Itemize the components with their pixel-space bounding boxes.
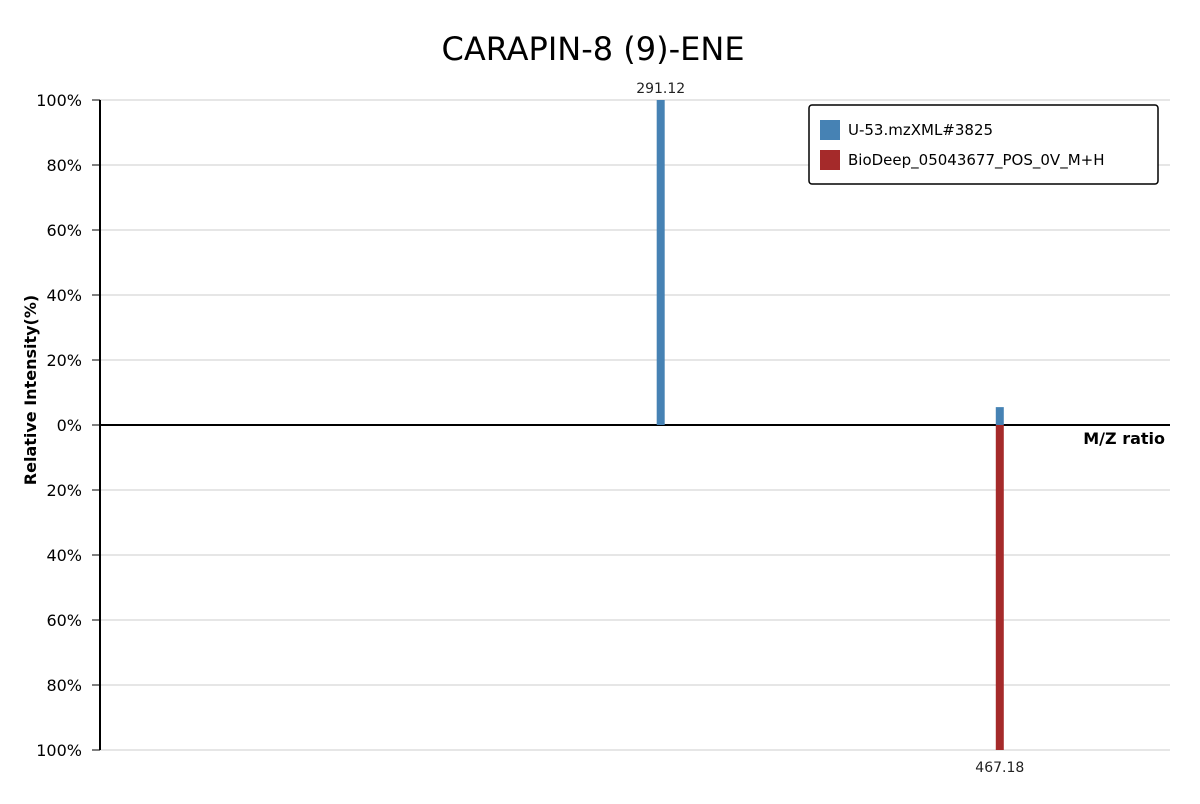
spectrum-peaks (656, 100, 1004, 750)
legend-label: U-53.mzXML#3825 (848, 121, 993, 139)
legend-swatch (820, 120, 840, 140)
legend-swatch (820, 150, 840, 170)
y-tick-label: 60% (46, 611, 82, 630)
grid-lines (100, 99, 1170, 751)
y-tick-labels: 100% 80% 60% 40% 20% 0% 20% 40% 60% 80% 100% (36, 91, 82, 760)
y-tick-label: 80% (46, 156, 82, 175)
y-axis-title: Relative Intensity(%) (21, 295, 40, 485)
y-tick-label: 20% (46, 351, 82, 370)
y-tick-label: 100% (36, 91, 82, 110)
y-tick-label: 0% (57, 416, 82, 435)
peak-labels: 291.12 467.18 (636, 81, 1024, 776)
peak-bar (995, 425, 1004, 750)
legend-box (808, 104, 1159, 185)
chart-title: CARAPIN-8 (9)-ENE (441, 30, 744, 68)
y-tick-label: 40% (46, 546, 82, 565)
y-tick-label: 40% (46, 286, 82, 305)
peak-label: 291.12 (636, 81, 685, 97)
axes (92, 99, 1170, 751)
peak-bar (656, 100, 665, 425)
legend: U-53.mzXML#3825 BioDeep_05043677_POS_0V_M… (808, 104, 1159, 185)
x-axis-title: M/Z ratio (1083, 429, 1165, 448)
y-tick-label: 100% (36, 741, 82, 760)
peak-label: 467.18 (975, 760, 1024, 776)
legend-label: BioDeep_05043677_POS_0V_M+H (848, 151, 1104, 170)
peak-bar (995, 407, 1004, 425)
y-tick-label: 20% (46, 481, 82, 500)
y-tick-label: 60% (46, 221, 82, 240)
y-tick-label: 80% (46, 676, 82, 695)
